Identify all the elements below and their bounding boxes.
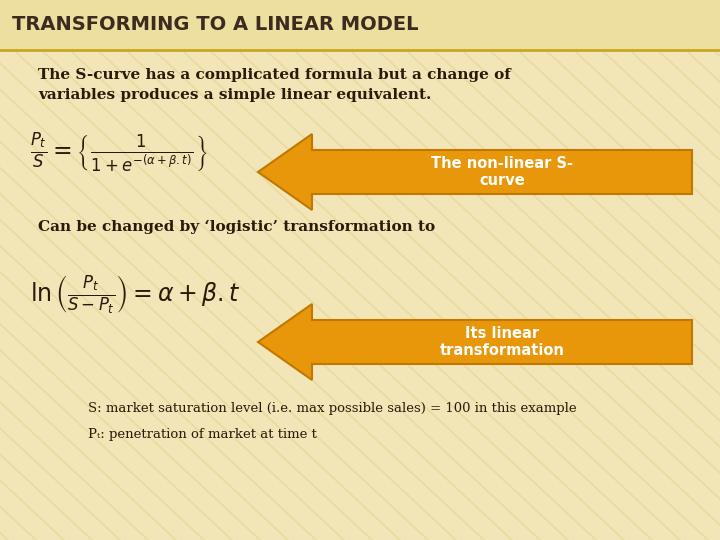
Polygon shape <box>258 134 692 210</box>
Text: TRANSFORMING TO A LINEAR MODEL: TRANSFORMING TO A LINEAR MODEL <box>12 16 418 35</box>
Text: S: market saturation level (i.e. max possible sales) = 100 in this example: S: market saturation level (i.e. max pos… <box>88 402 577 415</box>
Text: Can be changed by ‘logistic’ transformation to: Can be changed by ‘logistic’ transformat… <box>38 220 435 234</box>
Text: $\frac{P_t}{S} = \left\{ \frac{1}{1+e^{-(\alpha+\beta.t)}} \right\}$: $\frac{P_t}{S} = \left\{ \frac{1}{1+e^{-… <box>30 130 207 174</box>
Text: Its linear
transformation: Its linear transformation <box>440 326 564 358</box>
Text: The S-curve has a complicated formula but a change of: The S-curve has a complicated formula bu… <box>38 68 511 82</box>
Polygon shape <box>258 304 692 380</box>
Text: Pₜ: penetration of market at time t: Pₜ: penetration of market at time t <box>88 428 317 441</box>
Text: variables produces a simple linear equivalent.: variables produces a simple linear equiv… <box>38 88 431 102</box>
Text: The non-linear S-
curve: The non-linear S- curve <box>431 156 573 188</box>
Text: $\ln\left(\frac{P_t}{S-P_t}\right) = \alpha + \beta.t$: $\ln\left(\frac{P_t}{S-P_t}\right) = \al… <box>30 273 241 316</box>
Bar <box>0 0 720 50</box>
